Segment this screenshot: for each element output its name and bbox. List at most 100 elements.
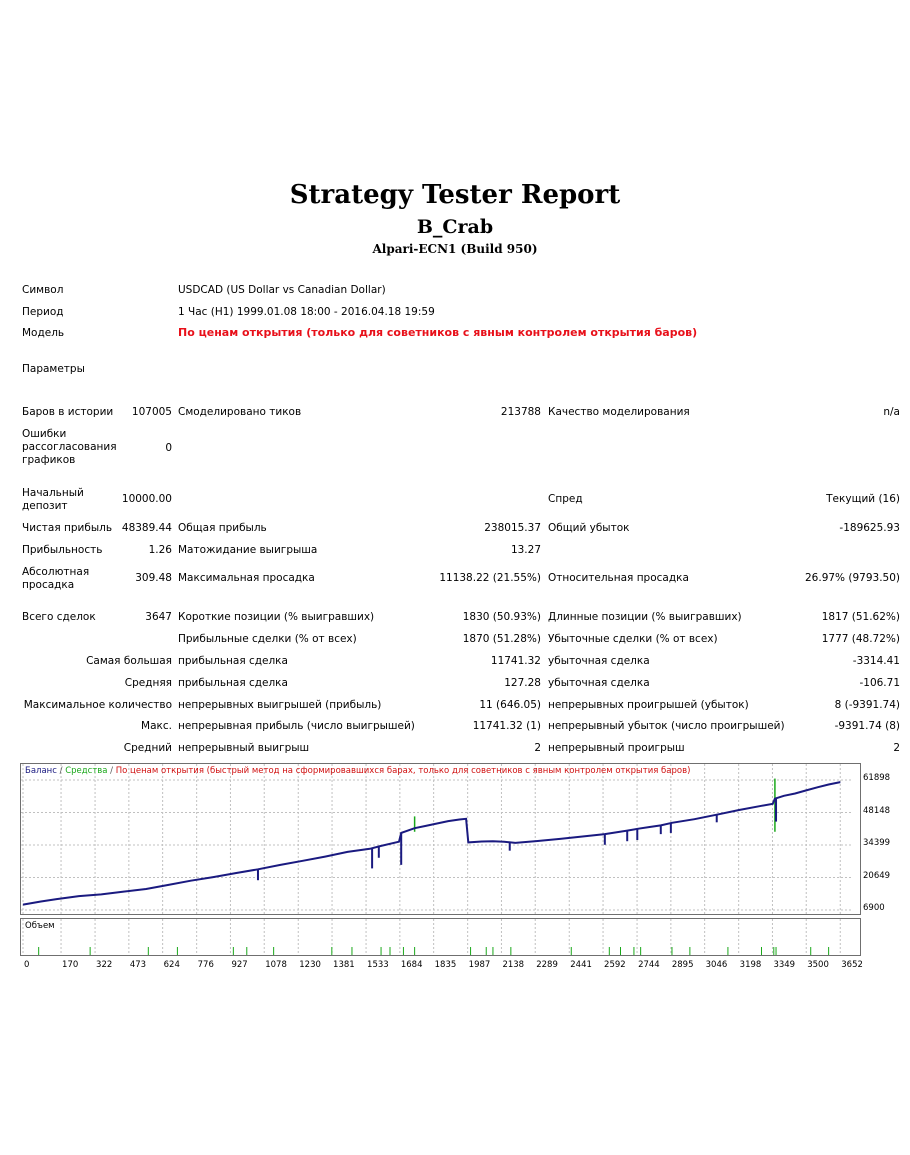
y-tick-label: 20649: [863, 870, 891, 881]
x-tick-label: 3500: [807, 960, 829, 970]
x-tick-label: 0: [24, 960, 30, 970]
avg-win-label: непрерывный выигрыш: [178, 742, 310, 754]
short-positions-label: Короткие позиции (% выигравших): [178, 611, 375, 623]
legend-model-note: По ценам открытия (быстрый метод на сфор…: [115, 766, 691, 776]
consecutive-loss-value: -9391.74 (8): [834, 720, 900, 732]
bars-label: Баров в истории: [22, 406, 114, 418]
report-title: Strategy Tester Report: [289, 180, 621, 210]
y-tick-label: 6900: [863, 903, 885, 913]
x-tick-label: 3652: [841, 960, 863, 970]
server-name: Alpari-ECN1 (Build 950): [372, 242, 538, 256]
largest-loss-value: -3314.41: [852, 655, 900, 667]
legend-sep-1: /: [56, 766, 66, 776]
errors-value: 0: [165, 442, 172, 454]
consecutive-wins-value: 11 (646.05): [479, 699, 541, 711]
gross-loss-label: Общий убыток: [548, 522, 630, 534]
legend-sep-2: /: [107, 766, 116, 776]
x-tick-label: 2441: [570, 960, 592, 970]
net-profit-label: Чистая прибыль: [22, 522, 113, 534]
average-profit-value: 127.28: [504, 677, 541, 689]
largest-profit-value: 11741.32: [490, 655, 541, 667]
spread-value: Текущий (16): [826, 493, 900, 505]
long-positions-label: Длинные позиции (% выигравших): [548, 611, 742, 623]
total-trades-value: 3647: [145, 611, 172, 623]
consecutive-profit-label: непрерывная прибыль (число выигрышей): [178, 720, 415, 732]
expert-name: B_Crab: [416, 216, 494, 238]
largest-profit-label: прибыльная сделка: [178, 655, 288, 667]
symbol-value: USDCAD (US Dollar vs Canadian Dollar): [178, 284, 386, 296]
net-profit-value: 48389.44: [121, 522, 172, 534]
gross-profit-label: Общая прибыль: [178, 522, 267, 534]
volume-chart-svg: [22, 919, 841, 955]
x-tick-label: 1381: [333, 960, 355, 970]
legend-balance: Баланс: [25, 766, 57, 776]
x-tick-label: 1684: [400, 960, 423, 970]
consecutive-loss-label: непрерывный убыток (число проигрышей): [548, 720, 785, 732]
model-label: Модель: [22, 327, 65, 339]
average-loss-value: -106.71: [859, 677, 900, 689]
y-tick-label: 48148: [863, 805, 891, 816]
profit-trades-label: Прибыльные сделки (% от всех): [178, 633, 357, 645]
bars-value: 107005: [131, 406, 172, 418]
profit-factor-value: 1.26: [148, 544, 172, 556]
model-value: По ценам открытия (только для советников…: [178, 326, 698, 339]
x-tick-label: 473: [129, 960, 147, 970]
max-count-label: Максимальное количество: [23, 699, 172, 711]
payoff-label: Матожидание выигрыша: [178, 544, 318, 556]
x-tick-label: 1533: [367, 960, 389, 970]
consecutive-wins-label: непрерывных выигрышей (прибыль): [178, 699, 382, 711]
y-tick-label: 61898: [863, 773, 891, 783]
x-tick-label: 322: [96, 960, 113, 970]
consecutive-losses-value: 8 (-9391.74): [834, 699, 900, 711]
x-tick-label: 2289: [536, 960, 558, 970]
abs-drawdown-label: Абсолютная просадка: [22, 566, 90, 591]
average-loss-label: убыточная сделка: [548, 677, 650, 689]
rel-drawdown-label: Относительная просадка: [548, 572, 689, 584]
x-tick-label: 3198: [739, 960, 762, 970]
deposit-label: Начальный депозит: [22, 487, 84, 512]
balance-chart: Баланс / Средства / По ценам открытия (б…: [20, 763, 861, 915]
deposit-value: 10000.00: [121, 493, 172, 505]
gross-profit-value: 238015.37: [484, 522, 541, 534]
max-drawdown-value: 11138.22 (21.55%): [439, 572, 541, 584]
x-tick-label: 1230: [299, 960, 321, 970]
avg-win-value: 2: [534, 742, 541, 754]
x-tick-label: 3349: [773, 960, 796, 970]
quality-label: Качество моделирования: [548, 406, 690, 418]
x-tick-label: 1835: [434, 960, 457, 970]
loss-trades-label: Убыточные сделки (% от всех): [548, 633, 718, 645]
volume-chart: Объем: [20, 918, 861, 956]
gross-loss-value: -189625.93: [839, 522, 900, 534]
avg-loss-label: непрерывный проигрыш: [548, 742, 685, 754]
balance-line: [22, 781, 841, 906]
largest-label: Самая большая: [86, 655, 172, 667]
avg-label: Средний: [123, 742, 172, 754]
payoff-value: 13.27: [510, 544, 541, 556]
consecutive-profit-value: 11741.32 (1): [472, 720, 541, 732]
profit-trades-value: 1870 (51.28%): [462, 633, 541, 645]
largest-loss-label: убыточная сделка: [548, 655, 650, 667]
period-label: Период: [22, 306, 64, 318]
ticks-label: Смоделировано тиков: [178, 406, 302, 418]
x-tick-label: 170: [62, 960, 79, 970]
abs-drawdown-value: 309.48: [135, 572, 172, 584]
balance-chart-svg: [21, 764, 853, 914]
loss-trades-value: 1777 (48.72%): [821, 633, 900, 645]
errors-label: Ошибки рассогласования графиков: [22, 428, 117, 466]
max-label: Макс.: [141, 720, 172, 732]
quality-value: n/a: [883, 406, 900, 418]
x-tick-label: 776: [197, 960, 214, 970]
max-drawdown-label: Максимальная просадка: [178, 572, 315, 584]
x-tick-label: 927: [231, 960, 248, 970]
x-tick-label: 2138: [502, 960, 525, 970]
x-tick-label: 2744: [638, 960, 660, 970]
x-tick-label: 1987: [468, 960, 491, 970]
x-tick-label: 2895: [671, 960, 694, 970]
avg-loss-value: 2: [893, 742, 900, 754]
x-tick-label: 1078: [265, 960, 287, 970]
consecutive-losses-label: непрерывных проигрышей (убыток): [548, 699, 749, 711]
y-tick-label: 34399: [863, 838, 891, 848]
rel-drawdown-value: 26.97% (9793.50): [805, 572, 900, 584]
average-profit-label: прибыльная сделка: [178, 677, 288, 689]
